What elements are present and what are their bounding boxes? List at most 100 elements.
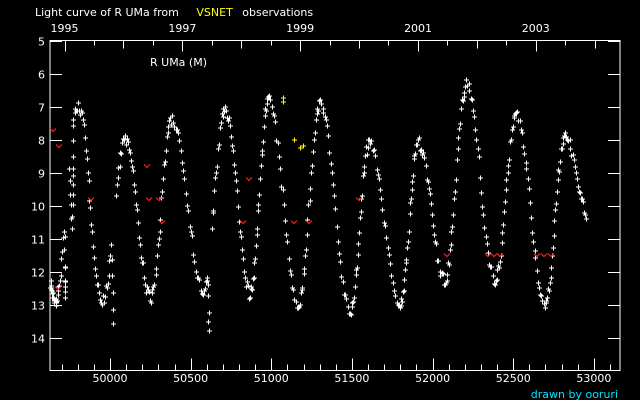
observation-point — [447, 262, 452, 268]
observation-point — [124, 142, 129, 148]
observation-point — [310, 163, 315, 169]
observation-point — [90, 229, 95, 235]
observation-point — [214, 170, 219, 176]
observation-point — [207, 328, 212, 334]
observation-point — [133, 189, 138, 195]
observation-point — [533, 248, 538, 254]
observation-point — [531, 239, 536, 245]
observation-point — [561, 141, 566, 147]
observation-point — [139, 255, 144, 261]
observation-point — [308, 198, 313, 204]
observation-point — [485, 241, 490, 247]
observation-point — [125, 136, 130, 142]
observation-point — [298, 302, 303, 308]
observation-point — [543, 305, 548, 311]
observation-point — [339, 274, 344, 280]
observation-point — [478, 175, 483, 181]
observation-point — [400, 299, 405, 305]
observation-point — [110, 273, 115, 279]
observation-point — [326, 133, 331, 139]
observation-point — [164, 148, 169, 154]
observation-point — [482, 225, 487, 231]
observation-point — [441, 271, 446, 277]
observation-point — [391, 280, 396, 286]
observation-point — [59, 256, 64, 262]
observation-point — [551, 245, 556, 251]
observation-point — [358, 215, 363, 221]
observation-point — [205, 275, 210, 281]
observation-point — [283, 218, 288, 224]
observation-point — [349, 312, 354, 318]
observation-point — [176, 130, 181, 136]
observation-point — [411, 173, 416, 179]
observation-point — [458, 121, 463, 127]
observation-point — [194, 269, 199, 275]
observation-point — [474, 137, 479, 143]
observation-point — [109, 242, 114, 248]
upper-limit-mark — [155, 197, 163, 202]
year-label: 2003 — [522, 22, 550, 35]
observation-point — [454, 177, 459, 183]
observation-point — [404, 257, 409, 263]
observation-point — [279, 184, 284, 190]
observation-point — [71, 173, 76, 179]
observation-point — [191, 252, 196, 258]
y-tick-label: 8 — [38, 135, 45, 148]
observation-point — [59, 273, 64, 279]
observation-point — [356, 241, 361, 247]
observation-point — [87, 178, 92, 184]
observation-point — [157, 236, 162, 242]
observation-point — [252, 275, 257, 281]
observation-point — [111, 321, 116, 327]
observation-point — [89, 222, 94, 228]
observation-point — [373, 153, 378, 159]
observation-point — [311, 149, 316, 155]
observation-point — [256, 208, 261, 214]
upper-limit-mark — [490, 253, 498, 258]
observation-point — [91, 244, 96, 250]
observation-point — [267, 93, 272, 99]
observation-point — [212, 188, 217, 194]
observation-point — [285, 239, 290, 245]
upper-limit-mark — [540, 253, 548, 258]
observation-point — [232, 162, 237, 168]
observation-point — [68, 178, 73, 184]
observation-point — [263, 113, 268, 119]
observation-point — [251, 276, 256, 282]
observation-point — [564, 134, 569, 140]
observation-point — [288, 268, 293, 274]
observation-point — [305, 232, 310, 238]
observation-point — [119, 151, 124, 157]
year-label: 1995 — [51, 22, 79, 35]
observation-point — [107, 258, 112, 264]
observation-point — [356, 252, 361, 258]
observation-point — [332, 193, 337, 199]
observation-point — [302, 271, 307, 277]
observation-point — [529, 215, 534, 221]
observation-point — [362, 164, 367, 170]
observation-point — [127, 147, 132, 153]
observation-point — [238, 229, 243, 235]
observation-point — [575, 176, 580, 182]
observation-point — [58, 278, 63, 284]
y-tick-label: 14 — [31, 333, 45, 346]
observation-point — [221, 114, 226, 120]
observation-point — [515, 109, 520, 115]
observation-point — [514, 110, 519, 116]
observation-point — [380, 207, 385, 213]
upper-limit-mark — [484, 253, 492, 258]
observation-point — [260, 148, 265, 154]
observation-point — [84, 148, 89, 154]
observation-point — [528, 200, 533, 206]
observation-point — [177, 138, 182, 144]
observation-point — [166, 130, 171, 136]
observation-point — [338, 259, 343, 265]
observation-point — [405, 245, 410, 251]
upper-limit-mark — [158, 220, 166, 225]
observation-point — [368, 141, 373, 147]
observation-point — [317, 98, 322, 104]
observation-point — [106, 281, 111, 287]
observation-point — [422, 155, 427, 161]
observation-point — [432, 232, 437, 238]
observation-point — [71, 154, 76, 160]
